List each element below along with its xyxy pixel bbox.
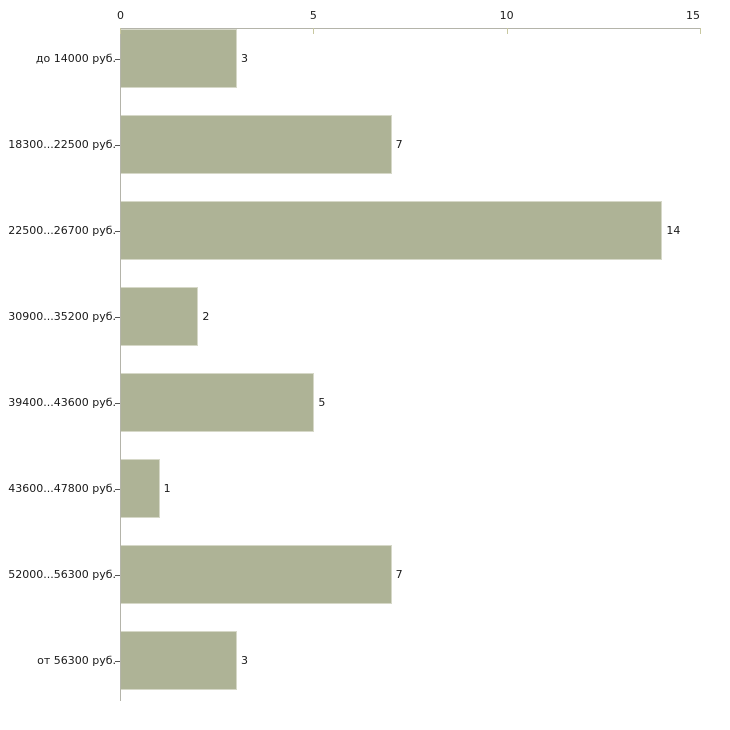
bar <box>121 373 315 432</box>
bar-value-label: 2 <box>202 310 210 323</box>
x-tick-5 <box>313 28 315 34</box>
bar-value-label: 3 <box>241 654 248 667</box>
x-tick-0 <box>120 28 121 34</box>
x-tick-15 <box>700 28 701 34</box>
x-tick-label-15: 15 <box>686 9 700 22</box>
bar-value-label: 14 <box>666 224 681 237</box>
y-tick <box>115 231 120 232</box>
category-label: 30900...35200 руб. <box>8 310 116 323</box>
category-label: 18300...22500 руб. <box>8 138 116 151</box>
bar <box>121 631 237 690</box>
bar <box>121 29 237 88</box>
y-axis-line <box>120 28 121 701</box>
bar-value-label: 7 <box>395 138 403 151</box>
x-tick-label-0: 0 <box>117 9 124 22</box>
bar <box>121 287 199 346</box>
bar <box>121 459 160 518</box>
category-label: от 56300 руб. <box>37 654 116 667</box>
bar-value-label: 1 <box>163 482 171 495</box>
y-tick <box>115 317 120 318</box>
x-tick-10 <box>506 28 508 34</box>
y-tick <box>115 575 120 576</box>
x-tick-label-5: 5 <box>309 9 317 22</box>
y-tick <box>115 145 120 146</box>
x-tick-label-10: 10 <box>499 9 514 22</box>
y-tick <box>115 403 120 404</box>
y-tick <box>115 661 120 662</box>
category-label: 52000...56300 руб. <box>8 568 116 581</box>
bar <box>121 115 392 174</box>
y-tick <box>115 59 120 60</box>
bar <box>121 545 392 604</box>
category-label: 39400...43600 руб. <box>8 396 116 409</box>
bar-value-label: 5 <box>318 396 326 409</box>
category-label: 43600...47800 руб. <box>8 482 116 495</box>
x-axis-line <box>120 28 701 29</box>
bar-value-label: 7 <box>395 568 403 581</box>
category-label: 22500...26700 руб. <box>8 224 116 237</box>
bar-value-label: 3 <box>241 52 248 65</box>
category-label: до 14000 руб. <box>35 52 116 65</box>
y-tick <box>115 489 120 490</box>
bar <box>121 201 663 260</box>
